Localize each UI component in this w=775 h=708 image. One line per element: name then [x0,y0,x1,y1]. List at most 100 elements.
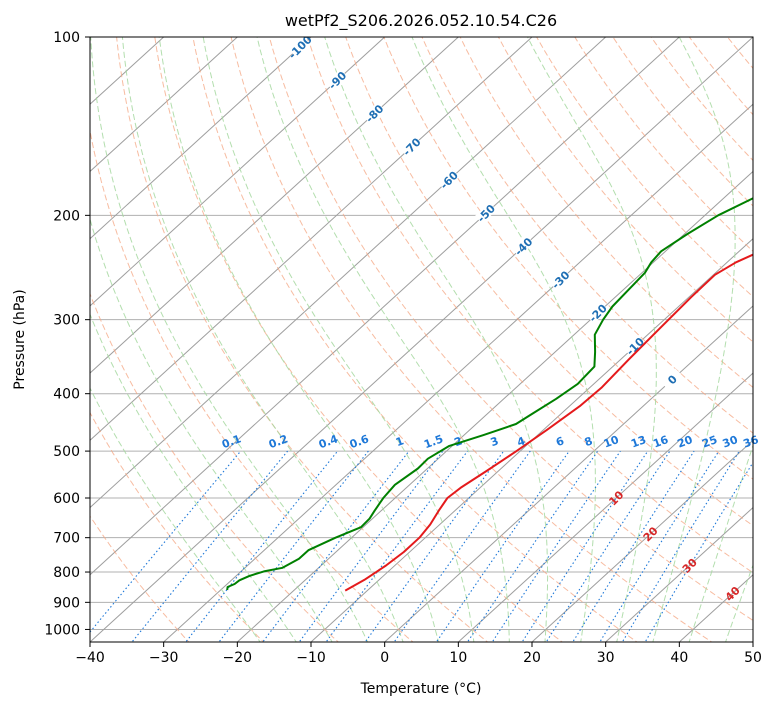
y-tick-label: 700 [53,531,80,547]
dewpoint-profile-line [226,197,753,591]
x-tick-label: 40 [670,650,688,666]
isotherm-line [90,37,312,240]
temperature-profile-line [344,253,753,592]
isotherm-label-bg [288,37,311,58]
isotherm-label-bg [400,135,423,158]
mixing-ratio-line [218,450,369,642]
dry-adiabat [90,515,190,642]
isotherm-line [90,37,386,307]
mixing-ratio-label: 16 [651,433,670,451]
dry-adiabat [459,37,753,389]
y-tick-label: 200 [53,208,80,224]
isotherm-line [90,37,680,576]
isotherm-line [531,439,753,642]
plot-frame [89,36,754,643]
x-tick-label: 0 [380,650,389,666]
isotherm-label-bg [363,102,386,125]
mixing-ratio-label: 0.4 [317,432,340,451]
mixing-ratio-label: 0.1 [220,432,243,451]
isotherm-line [90,37,533,442]
mixing-ratio-label: 4 [515,434,527,449]
mixing-ratio-label: 1 [394,434,406,449]
dry-adiabat [268,37,753,622]
mixing-ratio-line [393,450,531,642]
isotherm-label-bg [326,68,348,91]
mixing-ratio-label: 8 [583,434,595,449]
moist-adiabat [90,313,297,642]
mixing-ratio-line [491,450,621,642]
mixing-ratio-label: 25 [700,433,719,450]
mixing-ratio-label: 20 [676,433,695,451]
dry-adiabat [497,37,753,343]
y-tick-label: 600 [53,491,80,507]
y-tick-label: 1000 [44,622,80,638]
x-tick-label: −40 [75,650,105,666]
dry-adiabat [306,37,753,574]
dry-adiabat [230,37,713,642]
isotherm-line [605,506,753,642]
mixing-ratio-line [325,450,468,642]
mixing-ratio-line [364,450,505,642]
dry-adiabat [90,292,339,642]
dry-adiabat [90,411,265,642]
isotherm-line [163,103,753,642]
moist-adiabat [324,37,549,642]
mixing-ratio-label: 1.5 [422,432,445,451]
mixing-ratio-label: 0.6 [348,432,371,451]
x-tick-label: −30 [149,650,179,666]
y-tick-label: 800 [53,565,80,581]
moist-adiabat [202,37,475,642]
isotherm-line [752,641,753,642]
x-tick-label: 30 [597,650,615,666]
x-axis-ticks: −40 −30 −20 −10 0 10 20 30 40 50 [75,642,762,666]
mixing-ratio-line [466,450,599,642]
dry-adiabat [755,24,775,645]
mixing-ratio-label: 6 [554,434,566,449]
mixing-ratio-line [572,450,695,642]
mixing-ratio-line [131,450,289,642]
moist-adiabat [121,37,404,642]
mixing-ratio-line [435,450,570,642]
sounding-profiles [226,197,753,592]
x-tick-label: −20 [223,650,253,666]
mixing-ratio-label: 2 [453,434,465,449]
y-tick-label: 400 [53,387,80,403]
dry-adiabat [90,128,414,642]
moist-adiabats [90,37,753,642]
mixing-ratio-line [621,450,740,642]
isotherm-label-bg [586,301,609,324]
moist-adiabat [688,444,753,642]
x-tick-label: −10 [296,650,326,666]
y-tick-label: 500 [53,444,80,460]
isotherm-line [310,237,753,642]
moist-adiabat [411,37,596,642]
y-tick-label: 300 [53,313,80,329]
isotherm-line [90,37,607,509]
x-axis-label: Temperature (°C) [360,681,482,697]
isotherm-label-bg [549,268,572,291]
dry-adiabats [90,24,775,645]
dry-adiabat [116,37,489,642]
dry-adiabat [192,37,638,642]
y-tick-label: 900 [53,595,80,611]
isotherm-label-bg [660,368,683,391]
mixing-ratio-line [599,450,720,642]
mixing-ratio-line [521,450,649,642]
mixing-ratio-lines [90,450,753,642]
mixing-ratio-label: 36 [741,433,760,451]
isotherm-line [384,305,753,642]
isotherm-label-bg [437,168,460,191]
x-tick-label: 10 [449,650,467,666]
moist-adiabat [158,37,440,642]
isotherm-line [457,372,753,642]
dry-adiabat [345,37,753,527]
moist-adiabat [90,387,261,642]
dry-adiabat [383,37,753,480]
y-axis-label: Pressure (hPa) [12,289,28,389]
x-tick-label: 20 [523,650,541,666]
dry-adiabat [154,37,564,642]
x-tick-label: 50 [744,650,762,666]
mixing-ratio-line [185,450,339,642]
mixing-ratio-label: 10 [602,433,621,451]
